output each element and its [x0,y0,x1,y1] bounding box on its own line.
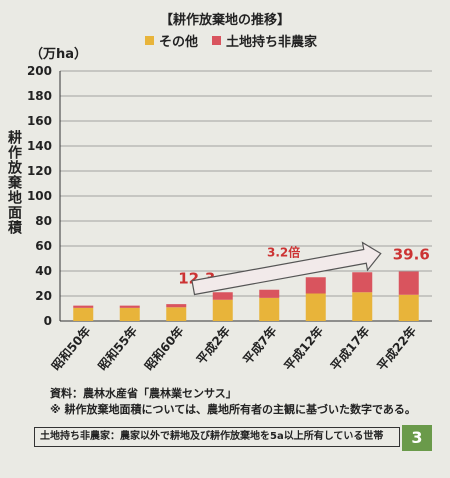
y-axis-unit: （万ha） [30,47,88,62]
bar-segment-other [398,294,419,321]
y-tick-label: 160 [27,114,52,128]
x-tick-label: 平成17年 [327,323,372,373]
legend-item-other: その他 [145,31,198,50]
bar-segment-other [212,299,233,321]
bar-segment-non-farm [305,277,326,294]
footnote: ※ 耕作放棄地面積については、農地所有者の主観に基づいた数字である。 [50,403,416,416]
ratio-label: 3.2倍 [267,245,300,260]
bar-segment-other [73,307,94,321]
bar-segment-non-farm [73,305,94,308]
legend-label-non-farm: 土地持ち非農家 [226,35,318,50]
y-tick-label: 200 [27,64,52,78]
definition-box: 土地持ち非農家：農家以外で耕地及び耕作放棄地を5a以上所有している世帯 [34,427,400,447]
y-axis-label: 耕作放棄地面積 [6,130,22,235]
y-tick-label: 60 [35,239,52,253]
bar-segment-non-farm [119,305,140,308]
legend-swatch-non-farm [212,36,222,45]
y-tick-label: 120 [27,164,52,178]
bar-segment-other [166,307,187,321]
legend-swatch-other [145,36,154,45]
bar-segment-other [352,292,373,321]
y-tick-label: 100 [27,189,52,203]
legend-item-non-farm: 土地持ち非農家 [212,31,317,50]
x-tick-label: 昭和60年 [141,323,186,373]
legend-label-other: その他 [159,35,199,50]
x-tick-label: 昭和50年 [48,323,93,373]
bar-segment-non-farm [212,292,233,300]
x-tick-label: 平成2年 [193,323,233,367]
y-tick-label: 180 [27,89,52,103]
y-tick-label: 0 [44,314,52,328]
bar-chart: 0 20 40 60 80 100 120 140 160 180 200 昭和50年 昭和55年 昭和6… [27,64,432,373]
bar-segment-other [305,293,326,321]
x-tick-label: 平成22年 [374,323,419,373]
growth-arrow [191,241,382,296]
bar-segment-other [259,297,280,321]
bar-segment-non-farm [398,271,419,295]
chart-legend: その他 土地持ち非農家 [145,31,331,50]
chart-title: 【耕作放棄地の推移】 [159,13,290,28]
y-tick-label: 20 [35,289,52,303]
x-tick-label: 平成7年 [240,323,280,367]
bar-segment-non-farm [259,289,280,298]
x-tick-label: 平成12年 [281,323,326,373]
notes: 資料：農林水産省「農林業センサス」 ※ 耕作放棄地面積については、農地所有者の主… [50,386,416,418]
y-tick-label: 140 [27,139,52,153]
y-tick-label: 80 [35,214,52,228]
end-value-label: 39.6 [393,246,430,264]
page-number: 3 [402,425,432,451]
bar-segment-non-farm [166,304,187,308]
y-tick-label: 40 [35,264,52,278]
bar-segment-other [119,307,140,321]
source-note: 資料：農林水産省「農林業センサス」 [50,387,237,400]
bar-segment-non-farm [352,272,373,293]
x-tick-label: 昭和55年 [95,323,140,373]
